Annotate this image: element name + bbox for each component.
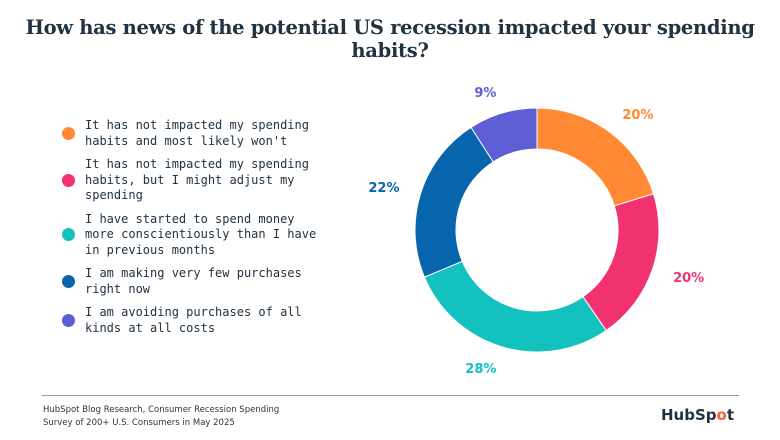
legend-label: I am making very few purchases right now: [85, 266, 302, 296]
data-label: 20%: [622, 108, 653, 123]
legend: It has not impacted my spending habits a…: [62, 118, 322, 344]
data-label: 22%: [368, 181, 399, 196]
legend-swatch: [62, 173, 75, 187]
data-label: 28%: [465, 362, 496, 377]
data-label: 9%: [474, 86, 496, 101]
legend-swatch: [62, 228, 75, 242]
legend-swatch: [62, 275, 75, 288]
divider: [42, 395, 739, 396]
legend-item: I am making very few purchases right now: [62, 266, 322, 297]
legend-swatch: [62, 127, 75, 140]
donut-slice: [582, 193, 660, 332]
legend-item: It has not impacted my spending habits a…: [62, 118, 322, 149]
donut-slice: [414, 126, 494, 278]
donut-slice: [423, 260, 607, 353]
legend-label: It has not impacted my spending habits a…: [85, 118, 309, 148]
donut-slice: [470, 107, 538, 163]
legend-item: I have started to spend money more consc…: [62, 212, 322, 259]
legend-label: I have started to spend money more consc…: [85, 211, 317, 257]
legend-label: I am avoiding purchases of all kinds at …: [85, 305, 302, 335]
source-line-2: Survey of 200+ U.S. Consumers in May 202…: [43, 418, 235, 428]
source-note: HubSpot Blog Research, Consumer Recessio…: [43, 404, 279, 430]
legend-swatch: [62, 314, 75, 327]
source-line-1: HubSpot Blog Research, Consumer Recessio…: [43, 405, 280, 415]
legend-item: It has not impacted my spending habits, …: [62, 157, 322, 204]
legend-label: It has not impacted my spending habits, …: [85, 157, 309, 202]
legend-item: I am avoiding purchases of all kinds at …: [62, 305, 322, 336]
hubspot-logo: HubSpot: [661, 406, 734, 424]
chart-title: How has news of the potential US recessi…: [25, 16, 755, 62]
data-label: 20%: [673, 271, 704, 286]
